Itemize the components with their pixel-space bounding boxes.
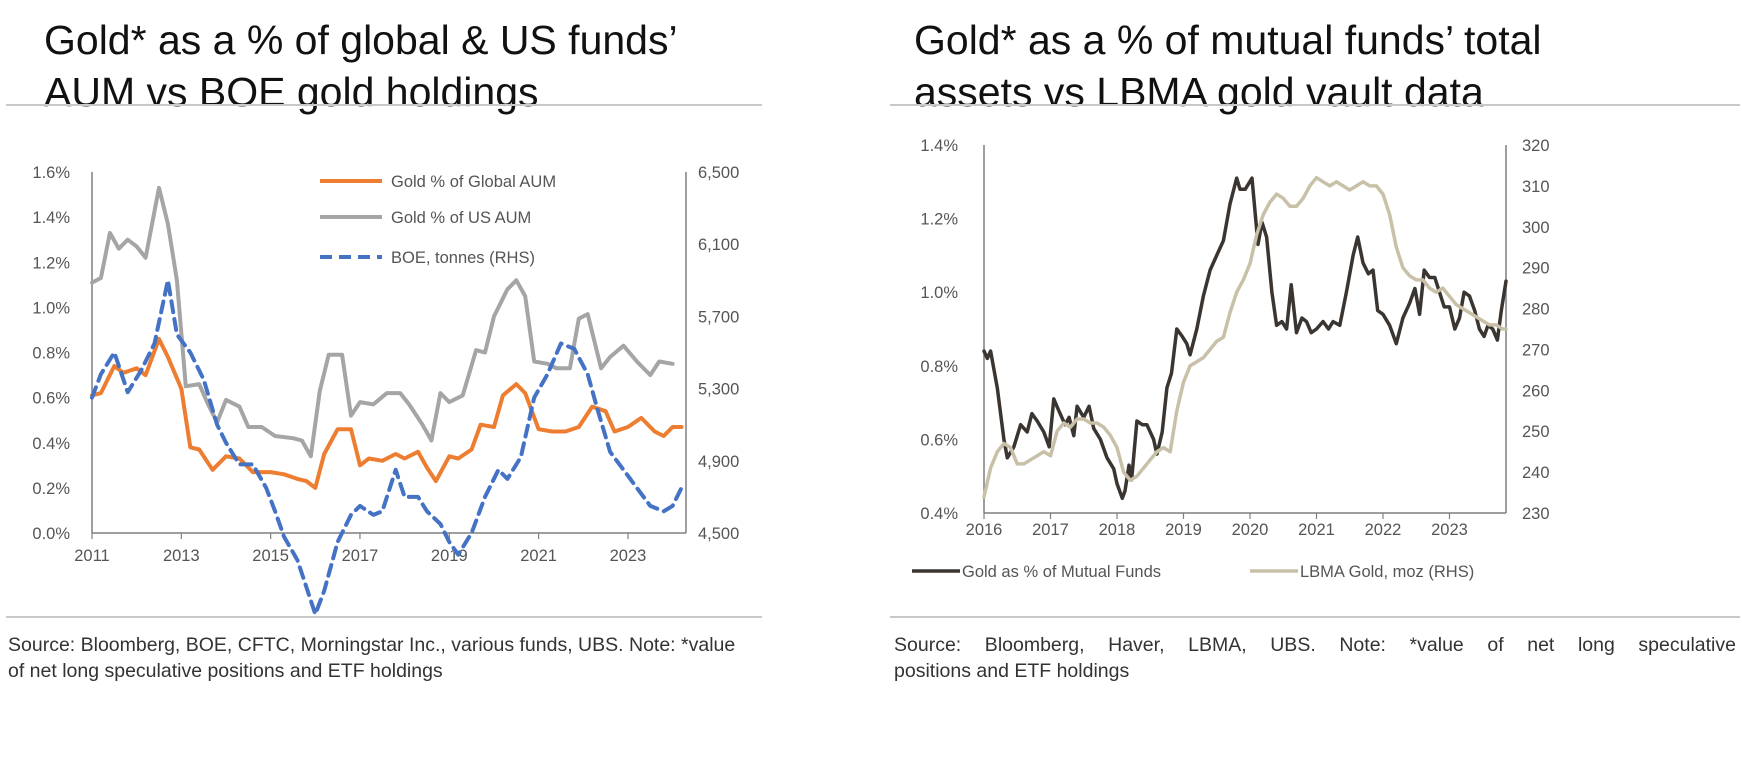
left-chart: 0.0% 0.2% 0.4% 0.6% 0.8% 1.0% 1.2% 1.4% 1.6% 4,50… — [32, 164, 739, 617]
right-x-tick-label: 2023 — [1431, 521, 1468, 539]
right-x-tick-label: 2016 — [966, 521, 1003, 539]
right-y-left-tick-label: 1.0% — [920, 284, 958, 302]
right-y-right-tick-label: 250 — [1522, 423, 1550, 441]
right-title-line2: assets vs LBMA gold vault data — [914, 69, 1484, 115]
left-series-gold-of-us-aum — [90, 185, 675, 459]
left-source-line2: of net long speculative positions and ET… — [8, 660, 443, 682]
right-y-left-tick-label: 0.6% — [920, 431, 958, 449]
right-y-left-tick-label: 1.4% — [920, 137, 958, 155]
left-title-line2: AUM vs BOE gold holdings — [44, 69, 539, 115]
right-title-line1: Gold* as a % of mutual funds’ total — [914, 17, 1542, 63]
right-y-right-tick-label: 240 — [1522, 464, 1550, 482]
left-y-left-tick-label: 0.2% — [32, 480, 70, 498]
left-y-left-tick-label: 1.6% — [32, 164, 70, 182]
left-y-left-tick-label: 0.8% — [32, 345, 70, 363]
left-y-right-tick-label: 5,700 — [698, 308, 739, 326]
left-chart-panel: Gold* as a % of global & US funds’ AUM v… — [0, 0, 860, 766]
legend-label-boe: BOE, tonnes (RHS) — [391, 249, 535, 267]
left-x-tick-label: 2023 — [610, 547, 647, 565]
right-y-left-tick-label: 0.8% — [920, 358, 958, 376]
right-source-line2: positions and ETF holdings — [894, 660, 1130, 682]
right-y-right-tick-label: 300 — [1522, 219, 1550, 237]
right-series-gold-as-of-mutual-funds — [982, 176, 1508, 501]
left-y-right-tick-label: 4,900 — [698, 453, 739, 471]
right-source-divider — [890, 616, 1740, 618]
left-source-line1: Source: Bloomberg, BOE, CFTC, Morningsta… — [8, 634, 736, 656]
right-y-right-tick-label: 310 — [1522, 178, 1550, 196]
right-source-note: Source: Bloomberg, Haver, LBMA, UBS. Not… — [894, 632, 1736, 684]
left-y-left-tick-label: 1.2% — [32, 254, 70, 272]
right-y-left-tick-label: 0.4% — [920, 505, 958, 523]
right-x-tick-label: 2018 — [1099, 521, 1136, 539]
left-chart-title: Gold* as a % of global & US funds’ AUM v… — [44, 14, 678, 118]
left-y-right-tick-label: 5,300 — [698, 381, 739, 399]
left-x-tick-label: 2021 — [520, 547, 557, 565]
left-series-boe-tonnes-rhs — [90, 278, 684, 617]
left-y-left-tick-label: 0.6% — [32, 390, 70, 408]
left-y-right-tick-label: 4,500 — [698, 525, 739, 543]
right-x-tick-label: 2020 — [1232, 521, 1269, 539]
left-y-right-tick-label: 6,100 — [698, 236, 739, 254]
left-source-divider — [6, 616, 762, 618]
right-y-right-tick-label: 280 — [1522, 301, 1550, 319]
right-y-right-tick-label: 230 — [1522, 505, 1550, 523]
right-y-right-tick-label: 320 — [1522, 137, 1550, 155]
right-x-tick-label: 2019 — [1165, 521, 1202, 539]
right-y-left-tick-label: 1.2% — [920, 211, 958, 229]
left-x-tick-label: 2011 — [74, 547, 109, 565]
right-x-tick-label: 2017 — [1032, 521, 1069, 539]
left-y-left-tick-label: 0.4% — [32, 435, 70, 453]
right-y-right-tick-label: 260 — [1522, 382, 1550, 400]
right-series-lbma-gold-moz-rhs — [982, 175, 1508, 499]
right-chart-title: Gold* as a % of mutual funds’ total asse… — [914, 14, 1542, 118]
right-title-divider — [890, 104, 1740, 106]
left-y-left-tick-label: 1.4% — [32, 209, 70, 227]
right-source-line1: Source: Bloomberg, Haver, LBMA, UBS. Not… — [894, 634, 1736, 656]
right-legend: Gold as % of Mutual Funds LBMA Gold, moz… — [912, 563, 1474, 581]
left-series-gold-of-global-aum — [90, 337, 684, 490]
right-y-right-tick-label: 270 — [1522, 341, 1550, 359]
right-y-right-tick-label: 290 — [1522, 260, 1550, 278]
right-x-tick-label: 2021 — [1298, 521, 1335, 539]
left-x-tick-label: 2015 — [252, 547, 289, 565]
left-title-line1: Gold* as a % of global & US funds’ — [44, 17, 678, 63]
left-y-left-tick-label: 1.0% — [32, 299, 70, 317]
left-title-divider — [6, 104, 762, 106]
left-y-right-tick-label: 6,500 — [698, 164, 739, 182]
right-chart: 0.4% 0.6% 0.8% 1.0% 1.2% 1.4% 230 240 250 260 270 2… — [912, 137, 1550, 581]
right-x-tick-label: 2022 — [1365, 521, 1402, 539]
left-y-left-tick-label: 0.0% — [32, 525, 70, 543]
left-x-tick-label: 2019 — [431, 547, 468, 565]
legend-label-lbma: LBMA Gold, moz (RHS) — [1300, 563, 1474, 581]
right-chart-panel: Gold* as a % of mutual funds’ total asse… — [890, 0, 1742, 766]
left-legend: Gold % of Global AUM Gold % of US AUM BO… — [320, 173, 556, 267]
left-x-tick-label: 2013 — [163, 547, 200, 565]
left-x-tick-label: 2017 — [342, 547, 379, 565]
left-source-note: Source: Bloomberg, BOE, CFTC, Morningsta… — [8, 632, 768, 684]
legend-label-global-aum: Gold % of Global AUM — [391, 173, 556, 191]
legend-label-us-aum: Gold % of US AUM — [391, 209, 531, 227]
legend-label-mutual-funds: Gold as % of Mutual Funds — [962, 563, 1161, 581]
